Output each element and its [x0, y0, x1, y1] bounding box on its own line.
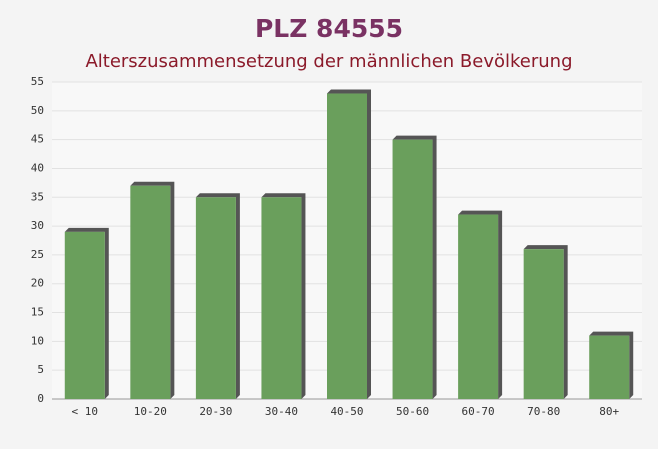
y-tick-label: 45: [31, 133, 44, 146]
x-tick-label: 40-50: [330, 405, 363, 418]
y-tick-label: 25: [31, 248, 44, 261]
x-tick-label: 20-30: [199, 405, 232, 418]
bar: [523, 249, 564, 399]
y-tick-label: 55: [31, 75, 44, 88]
bar: [261, 197, 302, 399]
chart-subtitle: Alterszusammensetzung der männlichen Bev…: [85, 51, 572, 72]
y-tick-label: 5: [37, 363, 44, 376]
y-tick-label: 35: [31, 190, 44, 203]
y-tick-label: 50: [31, 104, 44, 117]
x-tick-label: 60-70: [462, 405, 495, 418]
bar: [64, 231, 105, 399]
bar: [327, 93, 367, 399]
bar: [589, 335, 630, 399]
x-tick-label: 50-60: [396, 405, 429, 418]
bar: [195, 197, 236, 399]
x-tick-label: < 10: [72, 405, 99, 418]
y-tick-label: 40: [31, 161, 44, 174]
y-tick-label: 15: [31, 306, 44, 319]
bar: [392, 139, 433, 400]
bar: [458, 214, 499, 399]
x-tick-label: 10-20: [134, 405, 167, 418]
x-tick-label: 70-80: [527, 405, 560, 418]
x-tick-label: 30-40: [265, 405, 298, 418]
x-tick-label: 80+: [599, 405, 619, 418]
bar: [130, 185, 171, 399]
y-tick-label: 30: [31, 219, 44, 232]
y-tick-label: 0: [37, 392, 44, 405]
y-tick-label: 10: [31, 334, 44, 347]
chart-title: PLZ 84555: [255, 14, 403, 43]
y-tick-label: 20: [31, 277, 44, 290]
